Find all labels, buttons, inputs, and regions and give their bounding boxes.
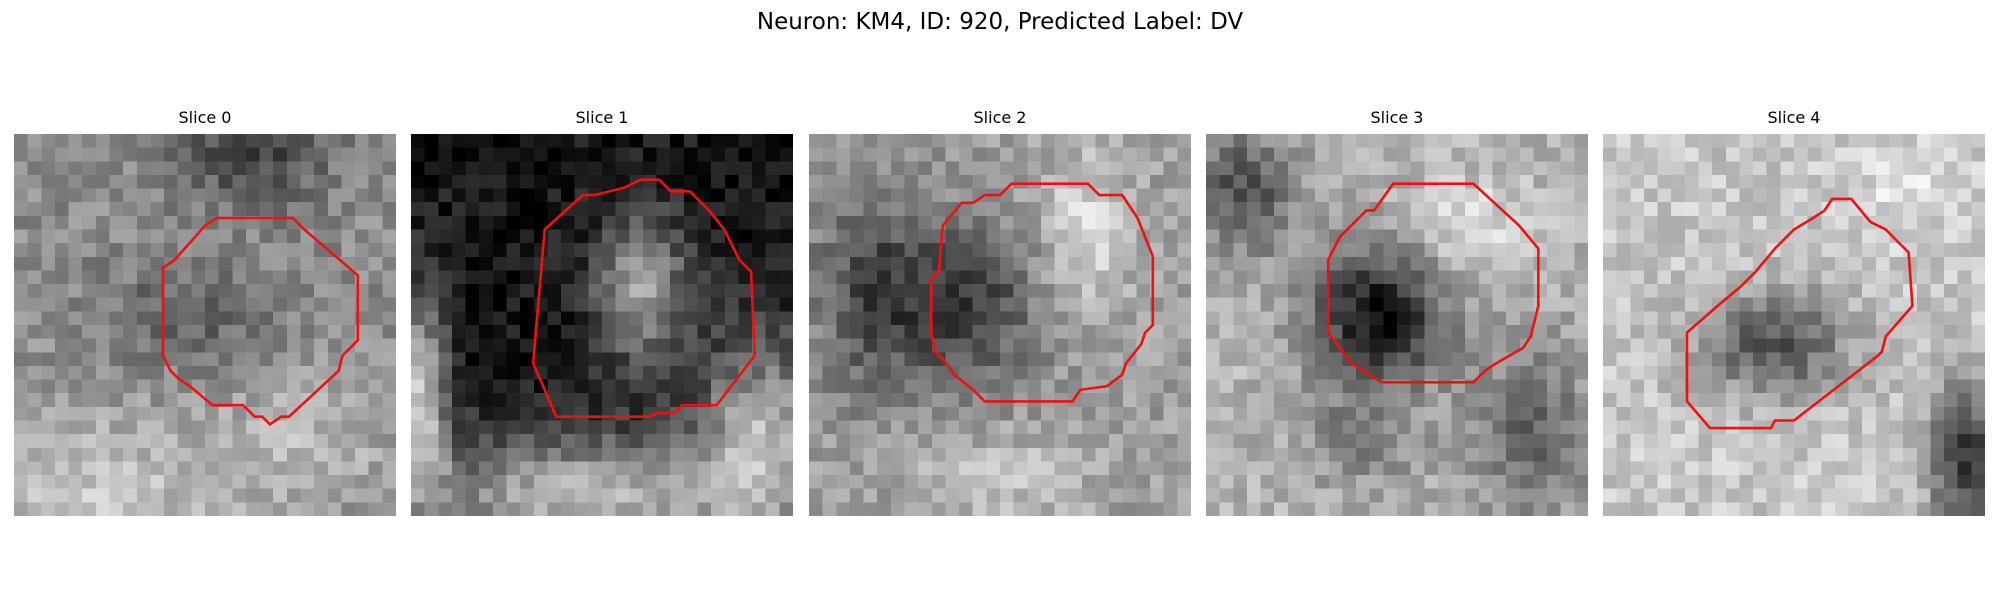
slice-panel-3: Slice 3 (1206, 108, 1588, 516)
slice-image (809, 134, 1191, 516)
slice-panel-0: Slice 0 (14, 108, 396, 516)
slice-title: Slice 2 (809, 108, 1191, 128)
figure-title: Neuron: KM4, ID: 920, Predicted Label: D… (0, 8, 2000, 36)
slice-title: Slice 4 (1603, 108, 1985, 128)
pixel-grid (1206, 134, 1588, 516)
slice-title: Slice 1 (411, 108, 793, 128)
pixel-grid (1603, 134, 1985, 516)
slice-panel-2: Slice 2 (809, 108, 1191, 516)
slice-panel-1: Slice 1 (411, 108, 793, 516)
slice-image (411, 134, 793, 516)
slice-image (1603, 134, 1985, 516)
slice-image (1206, 134, 1588, 516)
slice-image (14, 134, 396, 516)
pixel-grid (14, 134, 396, 516)
pixel-grid (411, 134, 793, 516)
slice-panel-4: Slice 4 (1603, 108, 1985, 516)
pixel-grid (809, 134, 1191, 516)
slice-title: Slice 3 (1206, 108, 1588, 128)
slice-title: Slice 0 (14, 108, 396, 128)
